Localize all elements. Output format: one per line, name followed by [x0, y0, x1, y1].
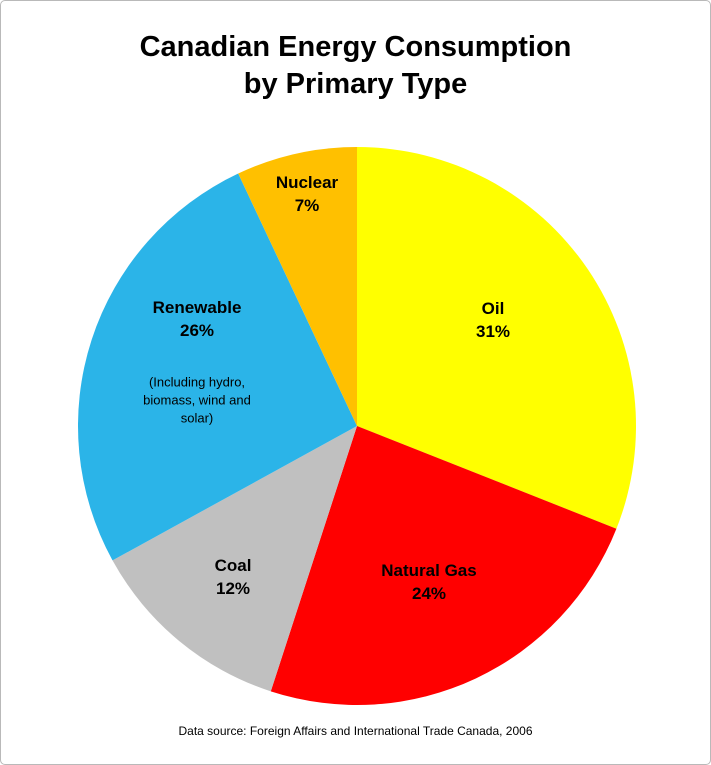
slice-label-nuclear: Nuclear 7% — [276, 172, 338, 218]
pie-chart — [77, 147, 637, 705]
pie-slice-oil — [357, 147, 637, 529]
slice-label-oil: Oil 31% — [476, 298, 510, 344]
slice-label-nuclear-pct: 7% — [294, 196, 320, 215]
chart-title: Canadian Energy Consumption by Primary T… — [1, 29, 710, 103]
slice-label-coal-name: Coal — [214, 556, 252, 576]
slice-label-oil-name: Oil — [481, 299, 505, 319]
pie-slice-nuclear — [238, 147, 357, 426]
slice-label-coal-pct: 12% — [215, 579, 251, 598]
chart-title-line-1: Canadian Energy Consumption — [139, 31, 572, 63]
slice-note-renewable: (Including hydro, biomass, wind and sola… — [143, 374, 251, 427]
slice-label-coal: Coal 12% — [215, 555, 252, 601]
slice-label-natural-gas-pct: 24% — [411, 584, 447, 603]
chart-title-line-2: by Primary Type — [243, 68, 468, 101]
slice-label-renewable: Renewable 26% — [153, 297, 242, 343]
slice-label-renewable-pct: 26% — [179, 321, 215, 340]
pie-slice-coal — [112, 426, 357, 692]
slice-label-natural-gas-name: Natural Gas — [381, 561, 477, 581]
slice-label-natural-gas: Natural Gas 24% — [381, 560, 476, 606]
slice-label-oil-pct: 31% — [475, 322, 511, 341]
pie-slice-natural-gas — [270, 426, 617, 705]
slice-label-nuclear-name: Nuclear — [275, 173, 339, 193]
pie-slice-renewable — [77, 173, 357, 561]
data-source-caption: Data source: Foreign Affairs and Interna… — [178, 724, 533, 738]
slice-label-renewable-name: Renewable — [152, 298, 242, 318]
